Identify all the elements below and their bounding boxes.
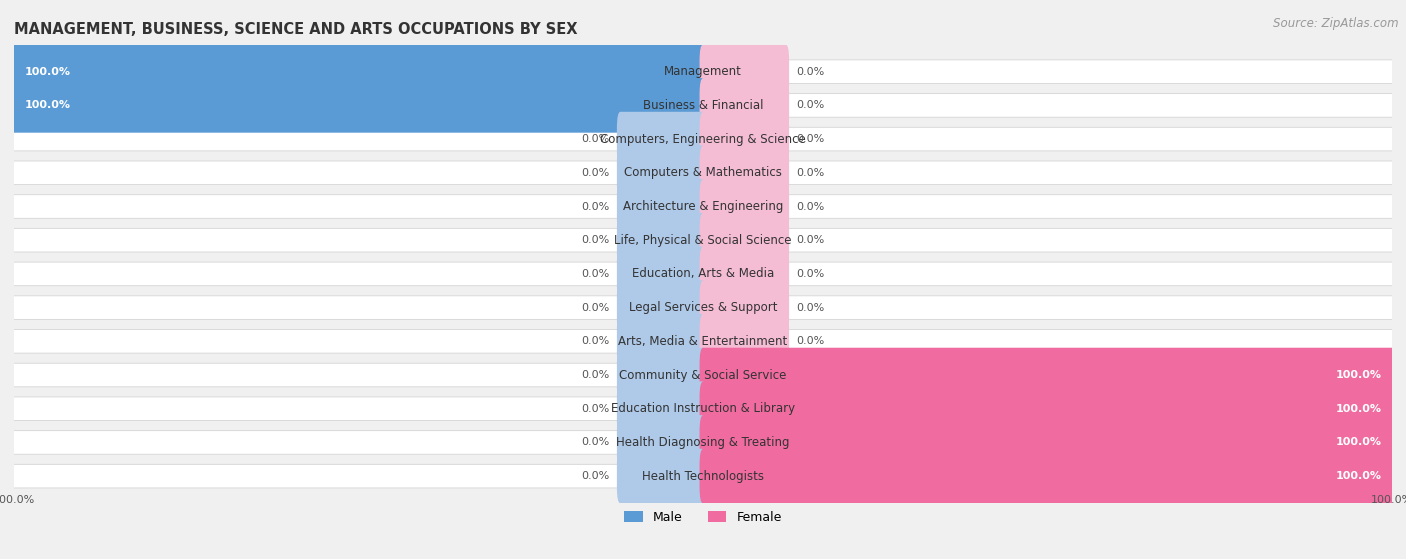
- Text: 0.0%: 0.0%: [582, 370, 610, 380]
- Text: Source: ZipAtlas.com: Source: ZipAtlas.com: [1274, 17, 1399, 30]
- Text: 0.0%: 0.0%: [582, 168, 610, 178]
- Text: 0.0%: 0.0%: [796, 302, 824, 312]
- FancyBboxPatch shape: [700, 78, 789, 132]
- Text: 0.0%: 0.0%: [582, 134, 610, 144]
- FancyBboxPatch shape: [617, 247, 706, 301]
- FancyBboxPatch shape: [617, 112, 706, 167]
- Text: Life, Physical & Social Science: Life, Physical & Social Science: [614, 234, 792, 247]
- Text: 0.0%: 0.0%: [796, 235, 824, 245]
- Text: 0.0%: 0.0%: [796, 269, 824, 279]
- Text: 100.0%: 100.0%: [24, 101, 70, 110]
- FancyBboxPatch shape: [11, 60, 1395, 83]
- Text: 100.0%: 100.0%: [24, 67, 70, 77]
- Text: Education, Arts & Media: Education, Arts & Media: [631, 267, 775, 281]
- FancyBboxPatch shape: [700, 145, 789, 200]
- FancyBboxPatch shape: [700, 213, 789, 268]
- FancyBboxPatch shape: [617, 449, 706, 504]
- FancyBboxPatch shape: [11, 127, 1395, 151]
- Text: 100.0%: 100.0%: [1336, 471, 1382, 481]
- Text: 0.0%: 0.0%: [582, 269, 610, 279]
- FancyBboxPatch shape: [700, 415, 1395, 470]
- Text: 0.0%: 0.0%: [796, 168, 824, 178]
- FancyBboxPatch shape: [700, 348, 1395, 402]
- FancyBboxPatch shape: [11, 430, 1395, 454]
- FancyBboxPatch shape: [617, 314, 706, 368]
- FancyBboxPatch shape: [700, 247, 789, 301]
- FancyBboxPatch shape: [617, 348, 706, 402]
- Text: 0.0%: 0.0%: [582, 235, 610, 245]
- Text: Computers & Mathematics: Computers & Mathematics: [624, 166, 782, 179]
- Text: 0.0%: 0.0%: [796, 101, 824, 110]
- Text: 0.0%: 0.0%: [796, 67, 824, 77]
- Text: MANAGEMENT, BUSINESS, SCIENCE AND ARTS OCCUPATIONS BY SEX: MANAGEMENT, BUSINESS, SCIENCE AND ARTS O…: [14, 22, 578, 36]
- Text: 100.0%: 100.0%: [1371, 495, 1406, 505]
- FancyBboxPatch shape: [617, 381, 706, 436]
- Text: 0.0%: 0.0%: [796, 134, 824, 144]
- FancyBboxPatch shape: [11, 93, 1395, 117]
- Text: Education Instruction & Library: Education Instruction & Library: [612, 402, 794, 415]
- FancyBboxPatch shape: [700, 280, 789, 335]
- Text: Legal Services & Support: Legal Services & Support: [628, 301, 778, 314]
- FancyBboxPatch shape: [617, 415, 706, 470]
- FancyBboxPatch shape: [700, 112, 789, 167]
- FancyBboxPatch shape: [11, 78, 706, 132]
- Text: Management: Management: [664, 65, 742, 78]
- Text: Computers, Engineering & Science: Computers, Engineering & Science: [600, 132, 806, 145]
- FancyBboxPatch shape: [700, 314, 789, 368]
- FancyBboxPatch shape: [11, 329, 1395, 353]
- FancyBboxPatch shape: [11, 397, 1395, 420]
- Text: 100.0%: 100.0%: [1336, 438, 1382, 447]
- FancyBboxPatch shape: [11, 363, 1395, 387]
- Text: 0.0%: 0.0%: [796, 337, 824, 347]
- Text: 0.0%: 0.0%: [582, 404, 610, 414]
- FancyBboxPatch shape: [617, 179, 706, 234]
- Text: 0.0%: 0.0%: [582, 471, 610, 481]
- Text: 100.0%: 100.0%: [1336, 404, 1382, 414]
- Text: Health Diagnosing & Treating: Health Diagnosing & Treating: [616, 436, 790, 449]
- FancyBboxPatch shape: [11, 262, 1395, 286]
- Text: 0.0%: 0.0%: [582, 438, 610, 447]
- Text: Community & Social Service: Community & Social Service: [619, 368, 787, 382]
- FancyBboxPatch shape: [11, 44, 706, 99]
- Text: 100.0%: 100.0%: [1336, 370, 1382, 380]
- Text: 0.0%: 0.0%: [582, 302, 610, 312]
- Text: 0.0%: 0.0%: [582, 337, 610, 347]
- FancyBboxPatch shape: [11, 296, 1395, 319]
- Legend: Male, Female: Male, Female: [619, 506, 787, 529]
- FancyBboxPatch shape: [700, 44, 789, 99]
- FancyBboxPatch shape: [617, 280, 706, 335]
- Text: 0.0%: 0.0%: [582, 201, 610, 211]
- FancyBboxPatch shape: [700, 449, 1395, 504]
- FancyBboxPatch shape: [700, 381, 1395, 436]
- FancyBboxPatch shape: [11, 195, 1395, 219]
- Text: Health Technologists: Health Technologists: [643, 470, 763, 482]
- FancyBboxPatch shape: [11, 465, 1395, 488]
- FancyBboxPatch shape: [700, 179, 789, 234]
- Text: 100.0%: 100.0%: [0, 495, 35, 505]
- FancyBboxPatch shape: [11, 229, 1395, 252]
- Text: Business & Financial: Business & Financial: [643, 99, 763, 112]
- Text: Architecture & Engineering: Architecture & Engineering: [623, 200, 783, 213]
- Text: 0.0%: 0.0%: [796, 201, 824, 211]
- FancyBboxPatch shape: [11, 161, 1395, 184]
- Text: Arts, Media & Entertainment: Arts, Media & Entertainment: [619, 335, 787, 348]
- FancyBboxPatch shape: [617, 145, 706, 200]
- FancyBboxPatch shape: [617, 213, 706, 268]
